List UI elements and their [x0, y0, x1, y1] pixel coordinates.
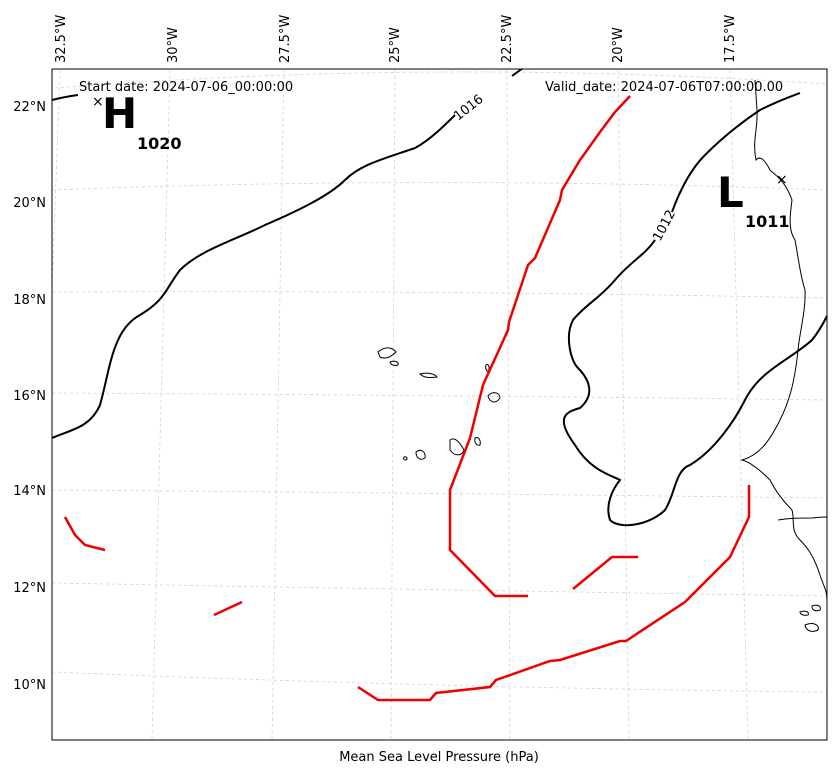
latitude-labels: 22°N 20°N 18°N 16°N 14°N 12°N 10°N — [13, 100, 46, 693]
front-line-main — [448, 95, 631, 598]
lat-label-20n: 20°N — [13, 196, 46, 211]
contour-label-1016: 1016 — [451, 92, 486, 124]
lon-label-17-5w: 17.5°W — [723, 15, 738, 63]
isobars — [51, 68, 828, 527]
lon-label-20w: 20°W — [611, 27, 626, 63]
isobar-1012-north — [671, 92, 801, 213]
lon-label-30w: 30°W — [166, 27, 181, 63]
island-santiago — [449, 438, 465, 456]
map-frame — [51, 68, 828, 741]
island-brava — [403, 456, 408, 461]
high-pressure-centre: × H 1020 — [92, 89, 182, 153]
lon-label-27-5w: 27.5°W — [278, 15, 293, 63]
lat-label-22n: 22°N — [13, 100, 46, 115]
island-sao-vicente — [389, 360, 399, 366]
lat-label-18n: 18°N — [13, 293, 46, 308]
lat-label-14n: 14°N — [13, 484, 46, 499]
island-santo-antao — [377, 347, 397, 359]
high-centre-value: 1020 — [137, 134, 182, 153]
bissagos-islands — [799, 604, 821, 632]
island-maio — [474, 437, 481, 446]
bijagos-coast — [777, 516, 828, 521]
map-caption: Mean Sea Level Pressure (hPa) — [339, 750, 539, 765]
island-fogo — [415, 449, 426, 460]
low-pressure-centre: × L 1011 — [717, 168, 790, 231]
africa-coast — [740, 79, 828, 601]
island-sao-nicolau — [419, 372, 438, 379]
fronts — [63, 95, 751, 702]
lat-label-16n: 16°N — [13, 389, 46, 404]
low-centre-letter: L — [717, 168, 744, 217]
coastlines — [377, 79, 828, 632]
lon-label-32-5w: 32.5°W — [54, 15, 69, 63]
valid-date-text: Valid_date: 2024-07-06T07:00:00.00 — [545, 80, 783, 95]
front-line-short — [213, 600, 243, 617]
lat-label-10n: 10°N — [13, 678, 46, 693]
isobar-1012 — [562, 239, 828, 527]
island-boavista — [487, 392, 501, 403]
high-centre-letter: H — [102, 89, 137, 138]
isobar-1016-north — [51, 94, 79, 101]
isobar-1016 — [51, 114, 456, 439]
lon-label-25w: 25°W — [388, 27, 403, 63]
front-line-southwest — [63, 516, 106, 552]
front-line-east — [572, 555, 638, 590]
high-centre-marker: × — [92, 94, 104, 110]
start-date-text: Start date: 2024-07-06_00:00:00 — [79, 80, 293, 95]
front-line-south — [357, 485, 751, 702]
low-centre-value: 1011 — [745, 212, 790, 231]
contour-label-1012: 1012 — [650, 208, 679, 244]
longitude-labels: 32.5°W 30°W 27.5°W 25°W 22.5°W 20°W 17.5… — [54, 15, 738, 63]
lat-label-12n: 12°N — [13, 581, 46, 596]
graticule — [51, 69, 828, 741]
low-centre-marker: × — [776, 172, 788, 188]
lon-label-22-5w: 22.5°W — [500, 15, 515, 63]
